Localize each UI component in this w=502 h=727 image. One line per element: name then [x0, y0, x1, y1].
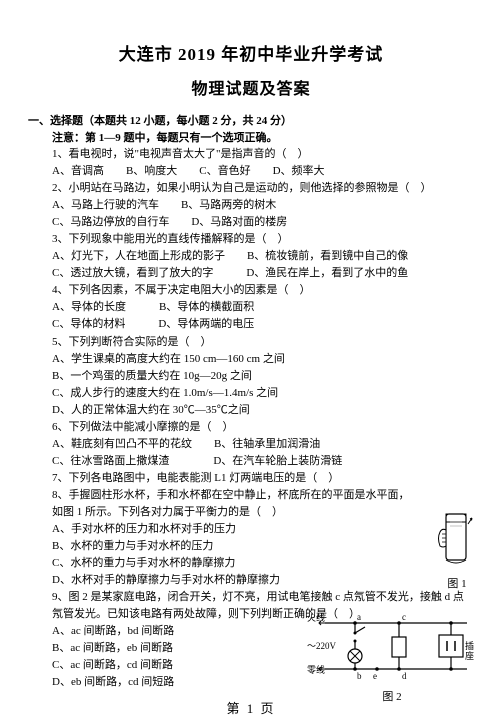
- q6-text: 6、下列做法中能减小摩擦的是（ ）: [52, 419, 474, 436]
- figure-2: 火线 零线 ～220V a b c d e 插 座 图 2: [307, 609, 477, 704]
- q5-opts-b: B、一个鸡蛋的质量大约在 10g—20g 之间: [52, 368, 474, 385]
- q3-text: 3、下列现象中能用光的直线传播解释的是（ ）: [52, 231, 474, 248]
- circuit-icon: 火线 零线 ～220V a b c d e 插 座: [307, 609, 477, 683]
- zero-label: 零线: [307, 664, 325, 675]
- figure-1-label: 图 1: [432, 575, 482, 591]
- q8-opts-d: D、水杯对手的静摩擦力与手对水杯的静摩擦力: [52, 572, 474, 589]
- section-note: 注意：第 1—9 题中，每题只有一个选项正确。: [52, 130, 474, 147]
- figure-2-label: 图 2: [307, 688, 477, 704]
- node-e: e: [373, 671, 377, 681]
- exam-title-1: 大连市 2019 年初中毕业升学考试: [28, 40, 474, 65]
- q7-text: 7、下列各电路图中，电能表能测 L1 灯两端电压的是（ ）: [52, 470, 474, 487]
- exam-title-2: 物理试题及答案: [28, 75, 474, 99]
- q6-opts-a: A、鞋底刻有凹凸不平的花纹 B、往轴承里加润滑油: [52, 436, 474, 453]
- q2-opts-b: C、马路边停放的自行车 D、马路对面的楼房: [52, 214, 474, 231]
- section-heading: 一、选择题（本题共 12 小题，每小题 2 分，共 24 分）: [28, 113, 474, 130]
- q6-opts-b: C、往冰雪路面上撒煤渣 D、在汽车轮胎上装防滑链: [52, 453, 474, 470]
- socket-label: 插: [465, 640, 474, 651]
- socket-label2: 座: [465, 650, 474, 661]
- q2-opts-a: A、马路上行驶的汽车 B、马路两旁的树木: [52, 197, 474, 214]
- q1-text: 1、看电视时，说"电视声音太大了"是指声音的（ ）: [52, 146, 474, 163]
- q8-opts-b: B、水杯的重力与手对水杯的压力: [52, 538, 474, 555]
- q4-text: 4、下列各因素，不属于决定电阻大小的因素是（ ）: [52, 282, 474, 299]
- q4-opts-a: A、导体的长度 B、导体的横截面积: [52, 299, 474, 316]
- figure-1: 图 1: [432, 508, 482, 591]
- q1-opts: A、音调高 B、响度大 C、音色好 D、频率大: [52, 163, 474, 180]
- fire-label: 火线: [307, 612, 325, 623]
- q8-opts-a: A、手对水杯的压力和水杯对手的压力: [52, 521, 474, 538]
- q3-opts-a: A、灯光下，人在地面上形成的影子 B、梳妆镜前，看到镜中自己的像: [52, 248, 474, 265]
- q5-opts-c: C、成人步行的速度大约在 1.0m/s—1.4m/s 之间: [52, 385, 474, 402]
- q8-text: 8、手握圆柱形水杯，手和水杯都在空中静止，杯底所在的平面是水平面，如图 1 所示…: [52, 487, 474, 521]
- q8-opts-c: C、水杯的重力与手对水杯的静摩擦力: [52, 555, 474, 572]
- node-c: c: [402, 612, 406, 622]
- volt-label: ～220V: [307, 641, 337, 651]
- node-b: b: [357, 671, 362, 681]
- node-d: d: [402, 671, 407, 681]
- q5-opts-a: A、学生课桌的高度大约在 150 cm—160 cm 之间: [52, 351, 474, 368]
- q4-opts-b: C、导体的材料 D、导体两端的电压: [52, 316, 474, 333]
- q2-text: 2、小明站在马路边，如果小明认为自己是运动的，则他选择的参照物是（ ）: [52, 180, 474, 197]
- q5-opts-d: D、人的正常体温大约在 30℃—35℃之间: [52, 402, 474, 419]
- q3-opts-b: C、透过放大镜，看到了放大的字 D、渔民在岸上，看到了水中的鱼: [52, 265, 474, 282]
- q5-text: 5、下列判断符合实际的是（ ）: [52, 334, 474, 351]
- cup-icon: [434, 508, 480, 570]
- node-a: a: [357, 612, 361, 622]
